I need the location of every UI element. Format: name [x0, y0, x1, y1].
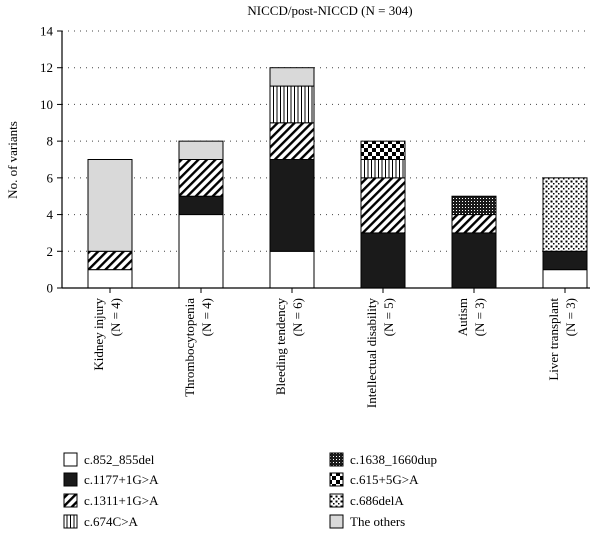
x-tick-label: Kidney injury: [91, 298, 106, 371]
gridlines: [62, 30, 590, 252]
x-axis-labels: Kidney injury (N = 4) Thrombocytopenia (N =…: [91, 288, 578, 408]
x-tick-label: Intellectual disability: [364, 298, 379, 409]
x-tick-label-n: (N = 6): [290, 298, 305, 336]
x-tick-label-n: (N = 5): [381, 298, 396, 336]
legend-label: c.1311+1G>A: [84, 493, 159, 508]
y-axis-label: No. of variants: [5, 121, 20, 199]
bar-segment: [451, 214, 497, 234]
bar-segment: [178, 140, 224, 160]
x-tick-label: Thrombocytopenia: [182, 298, 197, 397]
bar-segment: [269, 85, 315, 124]
legend-label: c.1177+1G>A: [84, 472, 159, 487]
bar-segment: [87, 269, 133, 289]
y-axis-ticks: 0 2 4 6 8 10 12 14: [40, 24, 62, 296]
bar-segment: [451, 195, 497, 216]
x-tick-label-n: (N = 3): [563, 298, 578, 336]
bar-segment: [360, 140, 406, 160]
y-tick-label: 8: [47, 134, 54, 149]
bar-segment: [542, 269, 588, 289]
x-tick-label-n: (N = 4): [108, 298, 123, 336]
legend-swatch: [329, 514, 344, 529]
legend: c.852_855del c.1177+1G>A c.1311+1G>A c.674C…: [63, 452, 437, 529]
x-tick-label-n: (N = 3): [472, 298, 487, 336]
bar-segment: [542, 177, 588, 252]
x-tick-label: Liver transplant: [546, 298, 561, 381]
y-tick-label: 10: [40, 97, 53, 112]
chart-title: NICCD/post-NICCD (N = 304): [247, 3, 412, 18]
bar-segment: [87, 159, 133, 252]
legend-swatch: [329, 493, 344, 508]
y-tick-label: 12: [40, 60, 53, 75]
x-tick-label: Bleeding tendency: [273, 298, 288, 396]
legend-label: c.615+5G>A: [350, 472, 419, 487]
y-tick-label: 2: [47, 244, 54, 259]
bar-segment: [87, 250, 133, 271]
bar-segment: [178, 195, 224, 216]
legend-label: c.1638_1660dup: [350, 452, 437, 467]
bar-segment: [269, 67, 315, 87]
y-tick-label: 4: [47, 207, 54, 222]
legend-swatch: [63, 452, 78, 467]
bar-segment: [360, 232, 406, 289]
bar-segment: [269, 250, 315, 289]
legend-swatch: [329, 452, 344, 467]
legend-swatch: [63, 472, 78, 487]
bar-segment: [451, 232, 497, 289]
legend-label: c.686delA: [350, 493, 404, 508]
y-tick-label: 6: [47, 170, 54, 185]
legend-label: c.852_855del: [84, 452, 155, 467]
legend-swatch: [63, 493, 78, 508]
bar-segment: [178, 159, 224, 197]
legend-label: c.674C>A: [84, 514, 139, 529]
bar-segment: [542, 250, 588, 271]
y-tick-label: 0: [47, 281, 54, 296]
axes: [61, 31, 590, 289]
y-tick-label: 14: [40, 24, 54, 39]
legend-label: The others: [350, 514, 405, 529]
bar-segment: [178, 214, 224, 289]
bar-segment: [360, 159, 406, 179]
legend-swatch: [63, 514, 78, 529]
bar-segment: [360, 177, 406, 234]
legend-swatch: [329, 472, 344, 487]
x-tick-label: Autism: [455, 298, 470, 336]
bar-segment: [269, 122, 315, 160]
x-tick-label-n: (N = 4): [199, 298, 214, 336]
bar-segment: [269, 159, 315, 252]
bars: [87, 67, 588, 289]
